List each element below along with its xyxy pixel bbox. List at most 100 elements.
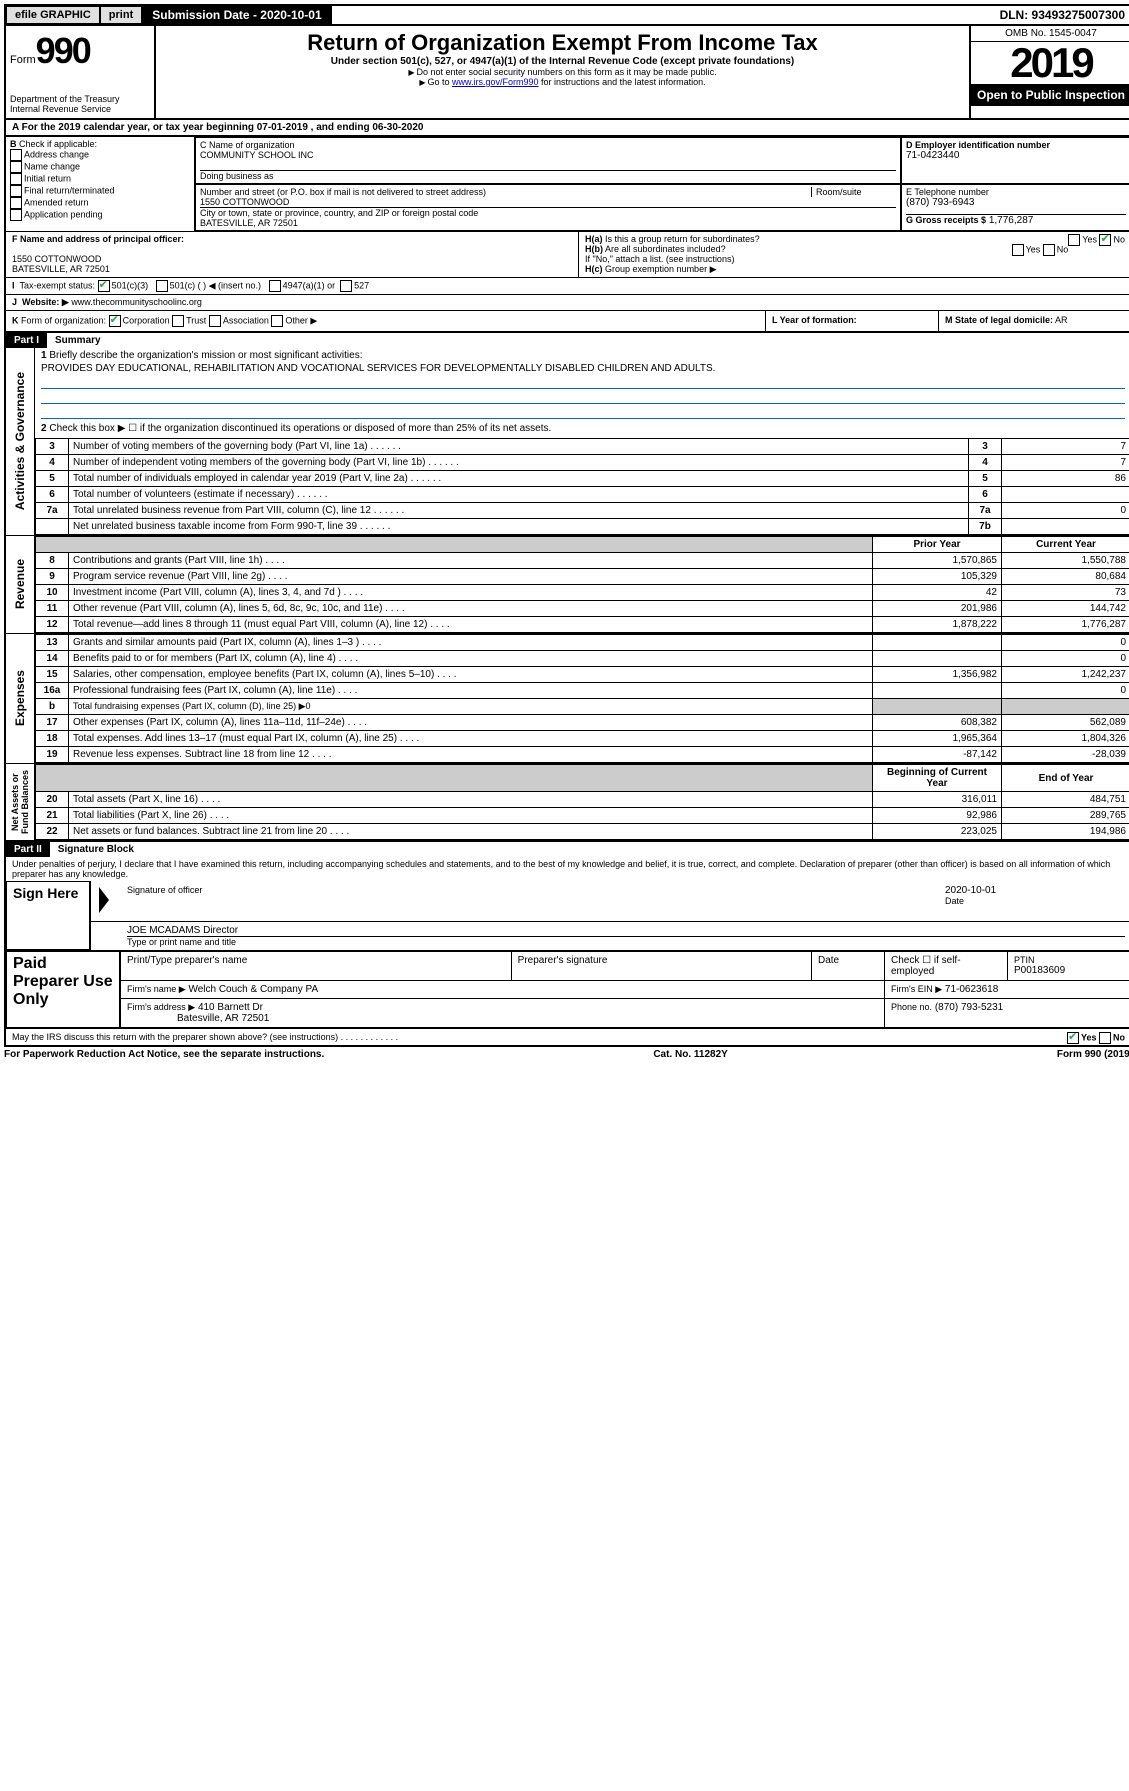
city-label: City or town, state or province, country… [200,207,896,218]
curr-val: 1,550,788 [1002,553,1129,569]
opt-pending[interactable]: Application pending [24,209,103,219]
opt-initial[interactable]: Initial return [24,173,71,183]
i-501c3[interactable]: 501(c)(3) [112,280,149,290]
prep-h4: Check ☐ if self-employed [885,951,1008,981]
line-no: b [36,699,69,715]
curr-val: 0 [1002,683,1129,699]
opt-amended[interactable]: Amended return [24,197,89,207]
form-title: Return of Organization Exempt From Incom… [160,30,965,56]
i-501c[interactable]: 501(c) ( ) ◀ (insert no.) [170,280,261,290]
paid-label: Paid Preparer Use Only [7,951,121,1028]
curr-val: 80,684 [1002,569,1129,585]
i-527[interactable]: 527 [354,280,369,290]
line-no: 18 [36,731,69,747]
prior-val [873,683,1002,699]
form-number: 990 [36,30,90,71]
gross-receipts: 1,776,287 [989,215,1034,226]
line-no: 15 [36,667,69,683]
prior-val [873,635,1002,651]
curr-val: -28,039 [1002,747,1129,763]
k-trust[interactable]: Trust [186,315,206,325]
firm-addr1: 410 Barnett Dr [198,1002,263,1013]
line-text: Total revenue—add lines 8 through 11 (mu… [69,617,873,633]
curr-val [1002,699,1129,715]
prior-val [873,651,1002,667]
curr-val: 1,242,237 [1002,667,1129,683]
boxf-label: F Name and address of principal officer: [12,234,184,244]
k-corp[interactable]: Corporation [123,315,170,325]
line-text: Professional fundraising fees (Part IX, … [69,683,873,699]
identity-block: B Check if applicable: Address change Na… [4,137,1129,231]
firm-phone: (870) 793-5231 [935,1002,1003,1013]
part2-hdr: Part II [6,842,50,857]
line-box: 5 [969,471,1002,487]
period-line: A For the 2019 calendar year, or tax yea… [4,120,1129,137]
dln: DLN: 93493275007300 [1000,8,1129,22]
print-button[interactable]: print [100,6,142,24]
prep-h3: Date [812,951,885,981]
line-text: Contributions and grants (Part VIII, lin… [69,553,873,569]
prior-val: 223,025 [873,824,1002,840]
prior-val: 1,356,982 [873,667,1002,683]
line-text: Total liabilities (Part X, line 26) . . … [69,808,873,824]
boxg-label: G Gross receipts $ [906,215,986,225]
irs-link[interactable]: www.irs.gov/Form990 [452,77,539,87]
line-text: Net unrelated business taxable income fr… [69,519,969,535]
part1-title: Summary [47,335,101,346]
vert-revenue: Revenue [11,555,29,613]
curr-val: 0 [1002,635,1129,651]
sig-officer-label: Signature of officer [127,885,933,895]
line-text: Total number of volunteers (estimate if … [69,487,969,503]
line-no: 10 [36,585,69,601]
line-no: 19 [36,747,69,763]
vert-governance: Activities & Governance [11,368,29,514]
curr-val: 562,089 [1002,715,1129,731]
k-assoc[interactable]: Association [223,315,269,325]
line-text: Total expenses. Add lines 13–17 (must eq… [69,731,873,747]
line-no: 14 [36,651,69,667]
line-text: Number of independent voting members of … [69,455,969,471]
prior-val: 1,878,222 [873,617,1002,633]
line-no: 16a [36,683,69,699]
city: BATESVILLE, AR 72501 [200,218,896,228]
prior-val: -87,142 [873,747,1002,763]
line-no: 20 [36,792,69,808]
i-4947[interactable]: 4947(a)(1) or [283,280,336,290]
date-label: Date [945,896,1125,906]
officer-addr2: BATESVILLE, AR 72501 [12,264,572,274]
part1-hdr: Part I [6,333,47,348]
prior-val: 42 [873,585,1002,601]
prior-val: 201,986 [873,601,1002,617]
form-subtitle: Under section 501(c), 527, or 4947(a)(1)… [160,56,965,67]
col-curr: End of Year [1002,765,1129,792]
prior-val: 316,011 [873,792,1002,808]
line-text: Net assets or fund balances. Subtract li… [69,824,873,840]
line-no: 3 [36,439,69,455]
line-no: 6 [36,487,69,503]
line-text: Total assets (Part X, line 16) . . . . [69,792,873,808]
opt-name[interactable]: Name change [24,161,80,171]
submission-date: Submission Date - 2020-10-01 [142,6,331,24]
col-curr: Current Year [1002,537,1129,553]
k-other[interactable]: Other ▶ [285,315,317,325]
org-name: COMMUNITY SCHOOL INC [200,150,896,160]
line-box: 7b [969,519,1002,535]
line-val: 7 [1002,455,1129,471]
sig-date: 2020-10-01 [945,885,1125,896]
efile-label: efile GRAPHIC [6,6,100,24]
note-ssn: Do not enter social security numbers on … [160,67,965,77]
firm-label: Firm's name ▶ [127,984,186,994]
opt-address[interactable]: Address change [24,149,89,159]
curr-val: 289,765 [1002,808,1129,824]
boxb-label: Check if applicable: [19,139,97,149]
declaration: Under penalties of perjury, I declare th… [6,857,1129,881]
line-val: 0 [1002,503,1129,519]
topbar: efile GRAPHIC print Submission Date - 20… [4,4,1129,26]
line-text: Total number of individuals employed in … [69,471,969,487]
phone: (870) 793-6943 [906,197,1126,208]
boxc-label: C Name of organization [200,140,896,150]
curr-val: 194,986 [1002,824,1129,840]
line-no [36,519,69,535]
opt-final[interactable]: Final return/terminated [24,185,115,195]
line-no: 8 [36,553,69,569]
